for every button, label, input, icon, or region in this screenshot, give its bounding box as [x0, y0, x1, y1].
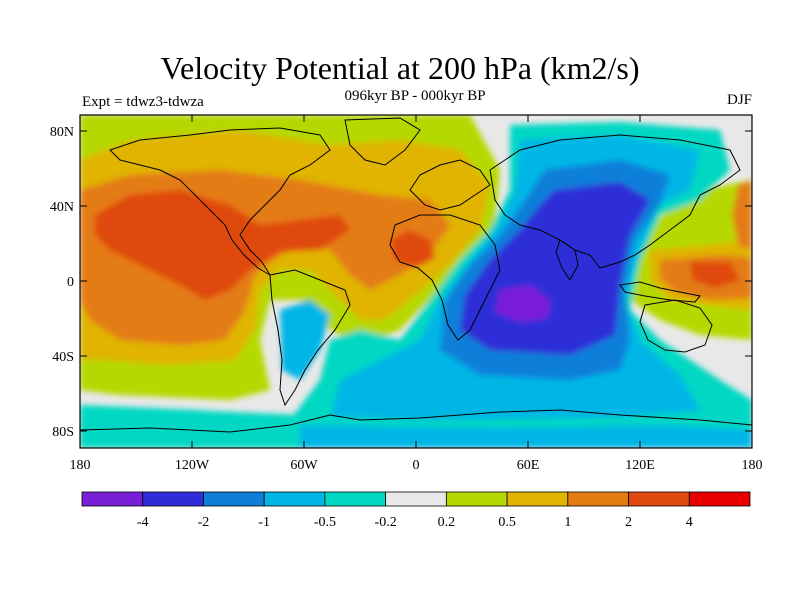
colorbar-swatch — [628, 491, 690, 507]
colorbar-label: -0.5 — [314, 515, 336, 530]
lat-tick-label: 40S — [52, 350, 74, 365]
colorbar-swatch — [203, 491, 265, 507]
coastline-indonesia — [619, 281, 701, 303]
lat-tick-label: 80N — [50, 125, 74, 140]
map-title: Velocity Potential at 200 hPa (km2/s) — [160, 50, 640, 86]
colorbar-swatch — [263, 491, 326, 507]
colorbar-label: 0.5 — [498, 515, 516, 530]
colorbar-label: 0.2 — [438, 515, 456, 530]
lat-tick-label: 80S — [52, 425, 74, 440]
lat-tick-label: 0 — [67, 275, 74, 290]
coastline-india — [555, 239, 579, 281]
season-label: DJF — [726, 92, 752, 108]
colorbar-swatch — [142, 491, 204, 507]
lon-tick-label: 120E — [625, 458, 655, 473]
contour-negative-4 — [495, 285, 550, 322]
lon-tick-label: 120W — [175, 458, 210, 473]
colorbar-label: -0.2 — [375, 515, 397, 530]
contour-fill-layer — [80, 115, 752, 448]
colorbar-label: 1 — [564, 515, 571, 530]
coastline-antarctica — [80, 409, 752, 433]
contour-positive-2-africa — [390, 230, 435, 268]
colorbar-swatch — [506, 491, 569, 507]
colorbar-swatch — [445, 491, 508, 507]
coastline-asia — [489, 134, 741, 269]
colorbar-label: -1 — [258, 515, 270, 530]
contour-positive-ne-corner — [732, 180, 752, 250]
longitude-axis: 180 120W 60W 0 60E 120E 180 — [70, 115, 763, 473]
lon-tick-label: 180 — [70, 458, 91, 473]
coastline-europe — [409, 159, 491, 211]
colorbar-label: -2 — [198, 515, 210, 530]
colorbar-label: -4 — [137, 515, 149, 530]
colorbar-label: 2 — [625, 515, 632, 530]
coastlines — [80, 117, 752, 433]
coastline-australia — [639, 299, 713, 353]
contour-positive-wpac-2 — [690, 262, 740, 288]
coastline-greenland — [344, 117, 421, 166]
contour-southern-band-inner — [300, 425, 752, 448]
latitude-axis: 80N 40N 0 40S 80S — [50, 125, 752, 440]
map-subtitle: 096kyr BP - 000kyr BP — [344, 88, 486, 104]
lon-tick-label: 60W — [290, 458, 318, 473]
colorbar-swatch — [81, 491, 144, 507]
colorbar-swatch — [688, 491, 751, 507]
coastline-africa — [389, 214, 501, 341]
colorbar-swatch — [567, 491, 629, 507]
lon-tick-label: 180 — [742, 458, 763, 473]
colorbar: -4 -2 -1 -0.5 -0.2 0.2 0.5 1 2 4 — [81, 491, 751, 530]
coastline-south-america — [269, 269, 351, 407]
coastline-north-america — [109, 127, 331, 276]
lon-tick-label: 60E — [517, 458, 540, 473]
lat-tick-label: 40N — [50, 200, 74, 215]
contour-positive-2 — [95, 190, 350, 300]
experiment-label: Expt = tdwz3-tdwza — [82, 94, 204, 110]
colorbar-swatch — [385, 491, 447, 507]
lon-tick-label: 0 — [413, 458, 420, 473]
colorbar-label: 4 — [686, 515, 693, 530]
colorbar-swatch — [324, 491, 387, 507]
contour-negative-0-5-sa — [280, 300, 330, 380]
